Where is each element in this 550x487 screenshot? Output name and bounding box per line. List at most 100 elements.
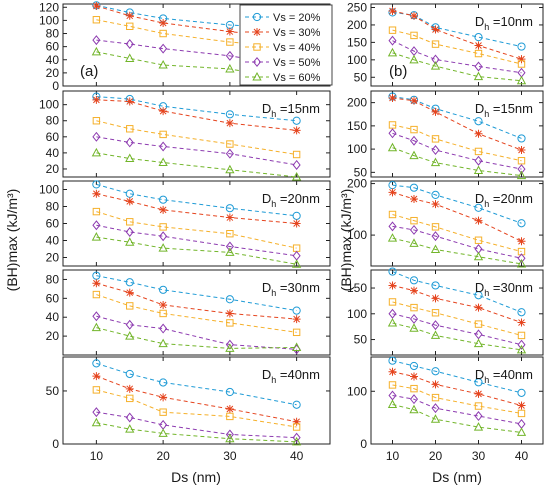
subplot-frame <box>62 356 331 445</box>
subplot-label-suffix: =20nm <box>489 191 533 206</box>
data-point <box>410 125 418 134</box>
data-point <box>291 436 302 446</box>
data-point <box>473 251 484 261</box>
y-tick-label: 150 <box>347 281 367 295</box>
series-line <box>392 384 522 414</box>
data-point <box>225 164 235 174</box>
y-tick-label: 60 <box>46 291 60 305</box>
data-point <box>159 130 167 139</box>
subplot-frame <box>62 269 331 356</box>
y-tick-label: 50 <box>354 165 368 179</box>
data-point <box>388 6 397 15</box>
data-point <box>388 381 397 389</box>
data-point <box>125 412 134 423</box>
data-point <box>474 402 483 410</box>
series-line <box>96 5 297 40</box>
data-point <box>474 378 483 387</box>
subplot-label-sub: h <box>271 109 276 119</box>
data-point <box>159 300 168 309</box>
series-line <box>96 136 297 166</box>
data-point <box>410 31 418 40</box>
data-point <box>225 241 234 252</box>
legend-box <box>239 4 333 86</box>
legend-marker <box>252 12 262 22</box>
series-20pct <box>388 356 526 397</box>
data-point <box>292 306 301 315</box>
data-point <box>409 183 419 192</box>
data-point <box>92 117 101 125</box>
data-point <box>409 224 419 235</box>
series-30pct <box>92 372 301 426</box>
data-point <box>291 259 302 268</box>
data-point <box>158 59 168 69</box>
series-50pct <box>92 220 301 261</box>
series-50pct <box>92 407 301 443</box>
data-point <box>516 344 527 354</box>
series-line <box>96 211 297 249</box>
data-point <box>474 147 483 156</box>
series-60pct <box>387 318 527 354</box>
data-point <box>474 291 483 300</box>
data-point <box>226 412 234 421</box>
series-40pct <box>388 210 526 256</box>
data-point <box>92 131 101 142</box>
subplot-label-suffix: =15nm <box>489 101 533 116</box>
data-point <box>225 204 234 213</box>
data-point <box>431 200 440 209</box>
series-line <box>96 389 297 428</box>
subplot-label: Dh =30nm <box>262 280 320 298</box>
y-tick-label: 60 <box>46 217 60 231</box>
y-tick-label: 20 <box>46 66 60 80</box>
data-point <box>125 39 134 50</box>
series-line <box>96 152 297 178</box>
series-line <box>96 422 297 443</box>
series-30pct <box>388 367 526 410</box>
subplot-b-1: 50 100 150 200 250 Dh =10nm <box>347 0 543 86</box>
subplot-label-suffix: =15nm <box>276 101 320 116</box>
y-tick-label: 0 <box>52 437 59 451</box>
subplot-label-prefix: D <box>475 367 484 382</box>
subplot-label: Dh =10nm <box>475 14 533 32</box>
series-line <box>392 214 522 253</box>
subplot-label-suffix: =10nm <box>489 14 533 29</box>
series-line <box>392 132 522 170</box>
series-60pct <box>91 322 302 352</box>
subplot-b-2: 50 100 150 200 Dh =15nm <box>347 91 543 179</box>
subplot-label-prefix: D <box>262 280 271 295</box>
data-point <box>474 61 483 72</box>
data-point <box>388 128 397 139</box>
data-point <box>292 116 301 125</box>
series-line <box>96 99 297 131</box>
data-point <box>430 330 441 339</box>
data-point <box>473 422 484 431</box>
x-tick-label: 30 <box>223 449 237 463</box>
data-point <box>409 276 419 285</box>
data-point <box>431 25 440 34</box>
data-point <box>517 331 526 340</box>
series-20pct <box>92 271 301 315</box>
data-point <box>92 180 101 189</box>
series-30pct <box>388 281 526 327</box>
subplot-b-4: 50 100 150 Dh =30nm <box>347 267 543 355</box>
data-point <box>388 367 397 376</box>
data-point <box>91 417 102 427</box>
legend-entry: Vs = 60% <box>245 71 321 84</box>
right-ylabel: (BH)max (kJ/m³) <box>338 189 354 292</box>
series-40pct <box>92 386 301 431</box>
subplot-label-prefix: D <box>475 14 484 29</box>
y-tick-label: 200 <box>347 96 367 110</box>
data-point <box>474 216 483 225</box>
series-40pct <box>388 381 526 418</box>
subplot-label-sub: h <box>271 375 276 385</box>
subplot-label-sub: h <box>484 375 489 385</box>
subplot-label: Dh =15nm <box>262 101 320 119</box>
series-40pct <box>92 290 301 337</box>
series-line <box>392 322 522 351</box>
legend-label: Vs = 20% <box>273 12 321 24</box>
series-line <box>96 294 297 333</box>
subplot-label-sub: h <box>484 288 489 298</box>
y-tick-label: 200 <box>347 18 367 32</box>
y-tick-label: 0 <box>52 79 59 93</box>
panel-frames <box>62 3 544 445</box>
data-point <box>125 189 134 198</box>
